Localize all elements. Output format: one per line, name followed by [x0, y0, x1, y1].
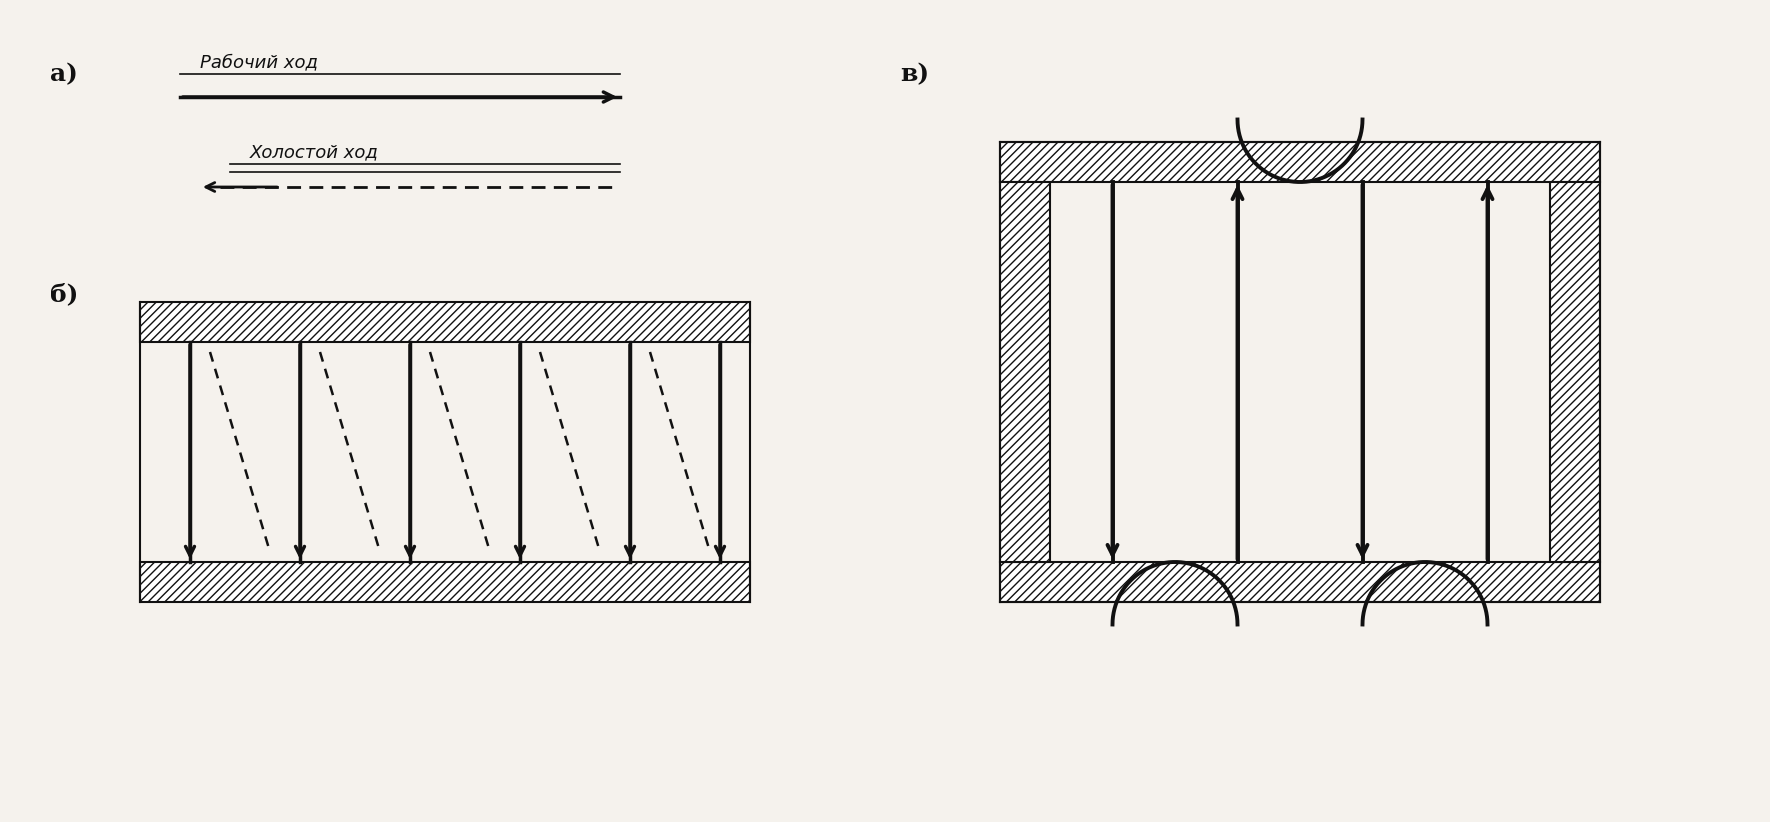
Text: в): в) — [899, 62, 929, 86]
Text: б): б) — [50, 282, 78, 306]
Bar — [140, 562, 750, 602]
Bar — [1000, 182, 1050, 562]
Bar — [1000, 562, 1600, 602]
Bar — [1000, 142, 1600, 182]
Text: а): а) — [50, 62, 78, 86]
Bar — [1551, 182, 1600, 562]
Bar — [140, 302, 750, 342]
Text: Рабочий ход: Рабочий ход — [200, 53, 319, 71]
Text: Холостой ход: Холостой ход — [250, 143, 379, 161]
